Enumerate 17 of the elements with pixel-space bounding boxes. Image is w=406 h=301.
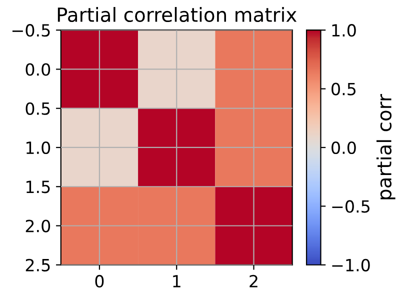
y-tick-label: 0.5 bbox=[26, 102, 50, 115]
color-bar-label: 0.5 bbox=[332, 82, 356, 96]
color-bar-title: partial corr bbox=[376, 94, 396, 200]
x-tick-label: 0 bbox=[95, 274, 104, 288]
x-tick-label: 2 bbox=[250, 274, 258, 288]
color-bar-label: 0.0 bbox=[332, 141, 356, 154]
color-bar-label: 1.0 bbox=[332, 24, 356, 37]
y-tick-label: 1.5 bbox=[26, 180, 50, 194]
color-bar-label: −1.0 bbox=[332, 258, 370, 272]
chart-title: Partial correlation matrix bbox=[58, 6, 297, 22]
x-tick-label: 1 bbox=[173, 275, 180, 288]
color-bar-label: −0.5 bbox=[332, 200, 370, 213]
y-tick-label: 0.0 bbox=[26, 63, 50, 76]
y-tick-label: 2.0 bbox=[26, 220, 50, 232]
y-tick-label: 1.0 bbox=[26, 141, 50, 154]
y-tick-label: −0.5 bbox=[12, 24, 50, 37]
y-tick-label: 2.5 bbox=[26, 258, 50, 272]
